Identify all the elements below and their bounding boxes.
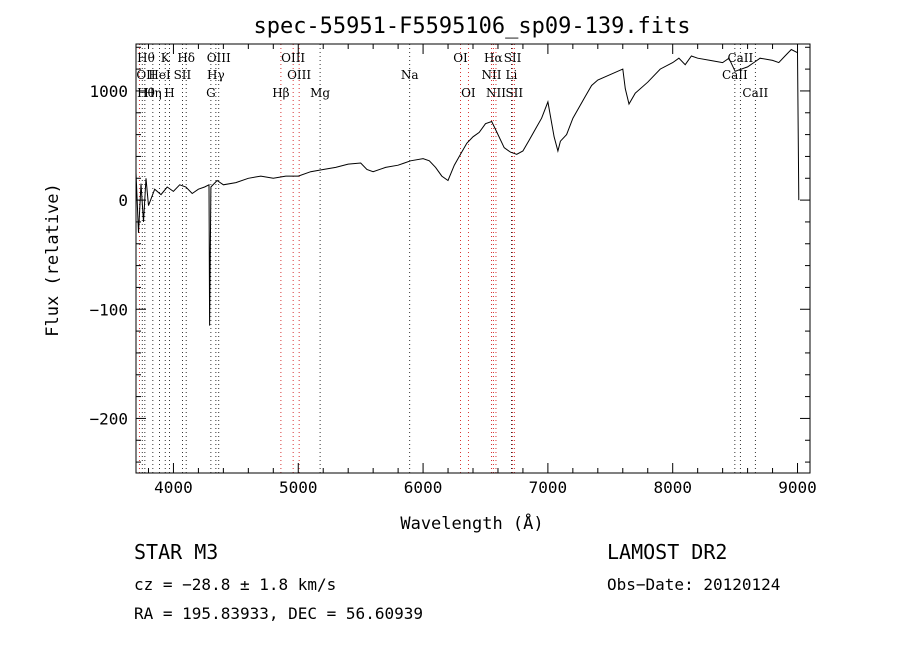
line-label-K: K [161, 51, 171, 65]
survey-name: LAMOST DR2 [607, 540, 728, 564]
line-label-OI: OI [461, 86, 476, 100]
line-label-HeI: HeI [148, 68, 171, 82]
line-label-CaII: CaII [722, 68, 748, 82]
x-axis-label: Wavelength (Å) [400, 512, 543, 534]
line-label-Hη: Hη [144, 86, 162, 100]
line-label-H: H [164, 86, 174, 100]
ra-dec: RA = 195.83933, DEC = 56.60939 [134, 604, 423, 623]
line-label-OII: OII [136, 68, 156, 82]
line-label-CaII: CaII [727, 51, 753, 65]
x-tick-label: 4000 [154, 478, 193, 497]
redshift-cz: cz = −28.8 ± 1.8 km/s [134, 575, 337, 594]
line-label-Mg: Mg [310, 86, 330, 100]
line-label-Hγ: Hγ [207, 68, 225, 82]
y-tick-label: −100 [89, 300, 128, 319]
x-tick-label: 8000 [653, 478, 692, 497]
x-tick-label: 5000 [279, 478, 318, 497]
line-label-Hθ: Hθ [137, 86, 155, 100]
line-label-Hδ: Hδ [177, 51, 195, 65]
observation-date: Obs−Date: 20120124 [607, 575, 781, 594]
line-label-OIII: OIII [207, 51, 231, 65]
y-tick-label: −200 [89, 409, 128, 428]
x-tick-label: 9000 [778, 478, 817, 497]
y-axis-label: Flux (relative) [43, 183, 63, 337]
line-label-SII: SII [174, 68, 192, 82]
line-label-Na: Na [401, 68, 419, 82]
chart-title: spec-55951-F5595106_sp09-139.fits [253, 14, 690, 39]
x-tick-label: 7000 [529, 478, 568, 497]
line-label-Hα: Hα [484, 51, 503, 65]
object-class: STAR M3 [134, 540, 219, 564]
plot-axes [135, 43, 811, 474]
line-label-SII: SII [504, 51, 522, 65]
line-label-OIII: OIII [287, 68, 311, 82]
line-label-CaII: CaII [742, 86, 768, 100]
line-label-SII: SII [505, 86, 523, 100]
plot-frame [135, 43, 811, 474]
line-label-Hβ: Hβ [272, 86, 289, 100]
spectral-line-markers [138, 44, 756, 473]
line-label-Hθ: Hθ [137, 51, 155, 65]
line-label-NII: NII [481, 68, 501, 82]
spectrum-line [135, 48, 800, 326]
y-tick-label: 1000 [89, 82, 128, 101]
line-label-Li: Li [506, 68, 518, 82]
line-label-NII: NII [486, 86, 506, 100]
line-label-G: G [206, 86, 216, 100]
x-tick-label: 6000 [404, 478, 443, 497]
line-label-OIII: OIII [281, 51, 305, 65]
line-label-OI: OI [453, 51, 468, 65]
tick-labels: 4000 5000 6000 7000 8000 9000 −200 −100 0 1000 [89, 82, 816, 497]
y-tick-label: 0 [118, 191, 128, 210]
